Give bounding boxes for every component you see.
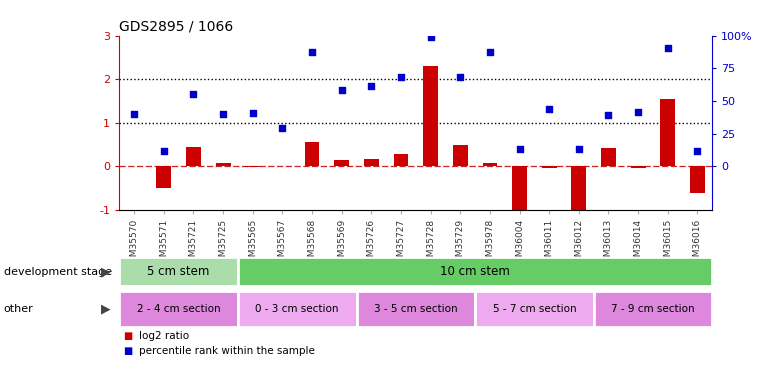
FancyBboxPatch shape xyxy=(238,291,357,327)
FancyBboxPatch shape xyxy=(357,291,475,327)
Text: 2 - 4 cm section: 2 - 4 cm section xyxy=(137,304,220,314)
Point xyxy=(602,112,614,118)
Point xyxy=(336,87,348,93)
Text: 7 - 9 cm section: 7 - 9 cm section xyxy=(611,304,695,314)
Point xyxy=(365,83,377,89)
Point xyxy=(276,125,289,131)
Bar xyxy=(512,166,527,212)
Point xyxy=(691,148,704,154)
Text: ■: ■ xyxy=(123,331,132,340)
Bar xyxy=(661,99,675,166)
FancyBboxPatch shape xyxy=(119,291,238,327)
Point xyxy=(543,106,555,112)
Bar xyxy=(156,166,171,188)
Point xyxy=(395,74,407,80)
Text: ▶: ▶ xyxy=(102,266,111,278)
Bar xyxy=(186,147,201,166)
Bar xyxy=(393,154,408,166)
Text: log2 ratio: log2 ratio xyxy=(139,331,189,340)
Text: development stage: development stage xyxy=(4,267,112,277)
Bar xyxy=(424,66,438,166)
Point xyxy=(217,111,229,117)
Point xyxy=(187,92,199,98)
Text: percentile rank within the sample: percentile rank within the sample xyxy=(139,346,314,355)
Bar xyxy=(631,166,645,168)
Text: 3 - 5 cm section: 3 - 5 cm section xyxy=(374,304,457,314)
Point xyxy=(424,34,437,40)
Bar xyxy=(246,166,260,167)
Point xyxy=(573,146,585,152)
Text: 5 - 7 cm section: 5 - 7 cm section xyxy=(493,304,576,314)
Bar xyxy=(216,163,230,166)
Point xyxy=(246,110,259,116)
Text: ■: ■ xyxy=(123,346,132,355)
Point xyxy=(158,148,170,154)
Bar xyxy=(483,163,497,166)
FancyBboxPatch shape xyxy=(238,258,712,286)
Point xyxy=(632,109,644,115)
Bar xyxy=(571,166,586,212)
Bar xyxy=(690,166,705,194)
Text: other: other xyxy=(4,304,34,314)
Bar xyxy=(334,160,349,166)
FancyBboxPatch shape xyxy=(119,258,238,286)
Point xyxy=(306,49,318,55)
Text: GDS2895 / 1066: GDS2895 / 1066 xyxy=(119,19,233,33)
Text: 5 cm stem: 5 cm stem xyxy=(147,266,210,278)
Text: 10 cm stem: 10 cm stem xyxy=(440,266,510,278)
Bar xyxy=(542,166,557,168)
Point xyxy=(454,74,467,80)
Bar xyxy=(305,142,320,166)
Bar xyxy=(453,146,467,166)
Point xyxy=(514,146,526,152)
Point xyxy=(128,111,140,117)
Bar xyxy=(601,148,616,166)
FancyBboxPatch shape xyxy=(475,291,594,327)
Text: ▶: ▶ xyxy=(102,303,111,316)
Point xyxy=(484,49,496,55)
FancyBboxPatch shape xyxy=(594,291,712,327)
Text: 0 - 3 cm section: 0 - 3 cm section xyxy=(256,304,339,314)
Point xyxy=(661,45,674,51)
Bar xyxy=(364,159,379,166)
